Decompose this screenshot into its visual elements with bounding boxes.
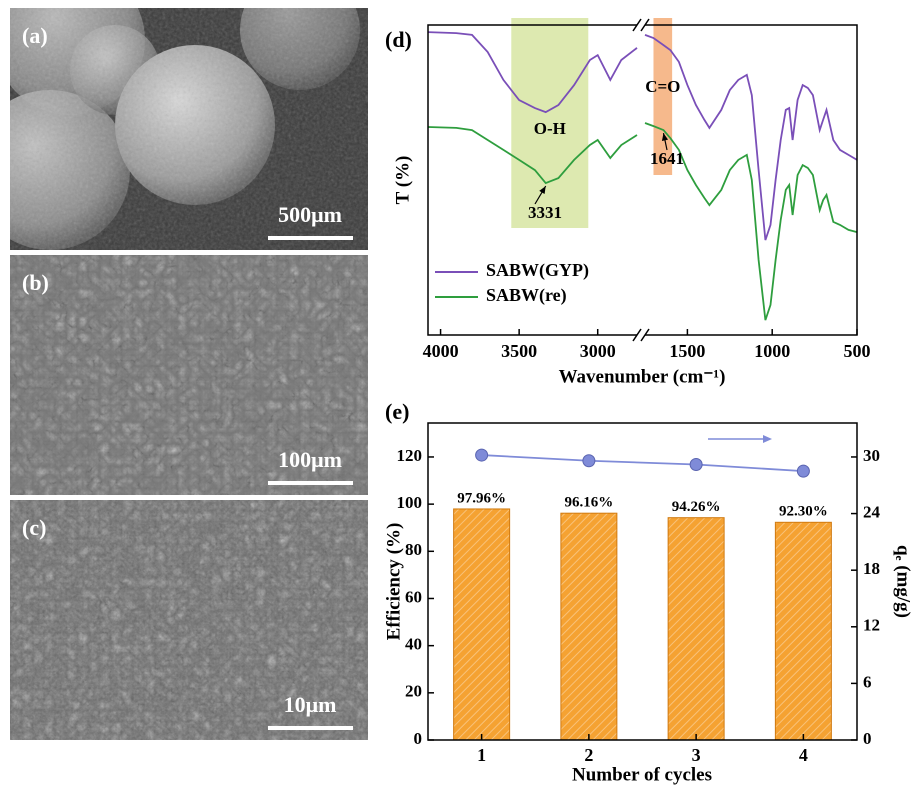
- scale-label: 100μm: [278, 447, 342, 472]
- value-label: 96.16%: [565, 495, 614, 511]
- line-point: [582, 454, 596, 468]
- arrow-head: [539, 186, 546, 195]
- panel-label: (a): [22, 23, 48, 48]
- x-tick-label: 3: [692, 745, 701, 765]
- value-label: 92.30%: [779, 504, 828, 520]
- y2-tick-label: 18: [863, 559, 880, 578]
- x-tick-label: 3500: [501, 341, 537, 361]
- legend-label: SABW(re): [486, 285, 567, 306]
- axis-break: [632, 18, 642, 32]
- y-axis-label: T (%): [392, 156, 413, 205]
- y2-tick-label: 24: [863, 502, 881, 521]
- y2-tick-label: 0: [863, 729, 872, 748]
- sem-image-c: [10, 500, 368, 740]
- axis-break: [640, 18, 650, 32]
- sem-image-b: [10, 255, 368, 495]
- bar: [774, 521, 832, 741]
- y-tick-label: 20: [405, 682, 422, 701]
- band: [511, 18, 589, 228]
- panel-label: (c): [22, 515, 46, 540]
- panel-label: (e): [385, 399, 409, 424]
- line-point: [475, 448, 489, 462]
- panel-label: (d): [385, 27, 412, 52]
- x-tick-label: 3000: [580, 341, 616, 361]
- sem-image-a: [10, 8, 368, 250]
- arrow-head: [661, 133, 669, 141]
- legend-label: SABW(GYP): [486, 260, 589, 281]
- x-tick-label: 1: [477, 745, 486, 765]
- y2-tick-label: 6: [863, 672, 872, 691]
- series-line: [644, 122, 858, 321]
- series-line: [427, 31, 638, 114]
- y2-tick-label: 30: [863, 446, 880, 465]
- y-axis-label: Efficiency (%): [383, 523, 404, 641]
- arrow-head: [763, 435, 772, 443]
- axis-break: [632, 328, 642, 342]
- y-tick-label: 120: [397, 446, 423, 465]
- axis-frame: [427, 422, 858, 741]
- series-line: [427, 126, 638, 185]
- y-tick-label: 40: [405, 635, 422, 654]
- scale-label: 500μm: [278, 202, 342, 227]
- series-line: [644, 34, 858, 241]
- y-tick-label: 60: [405, 587, 422, 606]
- bar: [560, 512, 618, 741]
- value-label: 94.26%: [672, 499, 721, 515]
- axis-break: [640, 328, 650, 342]
- x-tick-label: 1500: [669, 341, 705, 361]
- bar: [453, 508, 511, 741]
- line-point: [689, 458, 703, 472]
- band-label: C=O: [645, 77, 680, 96]
- annotation: 3331: [528, 203, 562, 222]
- x-tick-label: 1000: [754, 341, 790, 361]
- y2-tick-label: 12: [863, 616, 880, 635]
- annotation: 1641: [650, 149, 684, 168]
- x-tick-label: 4000: [423, 341, 459, 361]
- scale-label: 10μm: [284, 692, 337, 717]
- x-axis-label: Number of cycles: [572, 764, 712, 785]
- y-tick-label: 80: [405, 540, 422, 559]
- panel-label: (b): [22, 270, 49, 295]
- bar: [667, 517, 725, 741]
- x-tick-label: 2: [584, 745, 593, 765]
- series-line: [481, 454, 804, 473]
- y-tick-label: 100: [397, 493, 423, 512]
- band-label: O-H: [534, 119, 566, 138]
- line-point: [796, 464, 810, 478]
- y-tick-label: 0: [414, 729, 423, 748]
- x-tick-label: 4: [799, 745, 808, 765]
- value-label: 97.96%: [457, 490, 506, 506]
- x-axis-label: Wavenumber (cm⁻¹): [559, 366, 726, 387]
- y2-axis-label: qₑ (mg/g): [893, 545, 914, 618]
- x-tick-label: 500: [844, 341, 871, 361]
- axis-frame: [427, 24, 858, 336]
